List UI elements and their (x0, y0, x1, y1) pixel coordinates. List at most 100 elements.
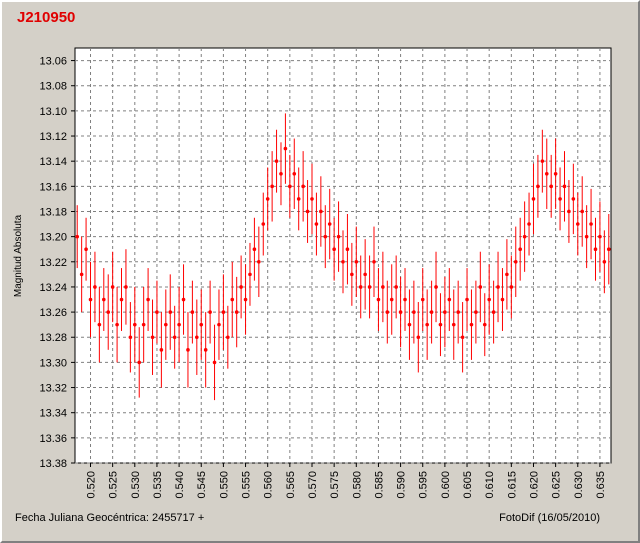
data-point (465, 297, 469, 302)
data-point (412, 310, 416, 314)
x-tick-label: 0.615 (506, 471, 518, 499)
data-point (487, 297, 491, 302)
data-point (593, 247, 598, 252)
data-point (491, 310, 496, 314)
data-point (456, 310, 460, 314)
x-tick-label: 0.610 (484, 471, 496, 499)
data-point (319, 209, 323, 214)
x-tick-label: 0.560 (263, 471, 275, 499)
data-point (172, 335, 177, 340)
data-point (265, 197, 270, 201)
data-point (212, 360, 217, 365)
data-point (527, 222, 531, 226)
data-point (385, 310, 390, 314)
data-point (84, 247, 88, 252)
data-point (159, 348, 164, 352)
data-point (345, 247, 350, 252)
y-axis-label: Magnitud Absoluta (13, 214, 24, 297)
chart-title: J210950 (17, 9, 76, 26)
data-point (93, 285, 97, 289)
data-point (584, 234, 589, 239)
data-point (177, 322, 181, 327)
data-point (407, 322, 412, 327)
data-point (314, 222, 319, 226)
data-point (341, 259, 345, 264)
y-tick-label: 13.16 (39, 181, 67, 193)
data-point (522, 234, 527, 239)
data-point (155, 310, 159, 314)
data-point (79, 272, 84, 277)
y-tick-label: 13.38 (39, 458, 67, 470)
data-point (243, 297, 248, 302)
data-point (580, 209, 585, 214)
x-tick-label: 0.550 (218, 471, 230, 499)
data-point (425, 322, 429, 327)
data-point (141, 322, 146, 327)
data-point (203, 348, 208, 352)
data-point (478, 285, 483, 289)
x-tick-label: 0.605 (462, 471, 474, 499)
data-point (168, 310, 173, 314)
data-point (575, 222, 580, 226)
data-point (119, 297, 124, 302)
x-tick-label: 0.590 (396, 471, 408, 499)
x-tick-label: 0.585 (373, 471, 385, 499)
x-tick-label: 0.635 (595, 471, 607, 499)
x-tick-label: 0.525 (108, 471, 120, 499)
data-point (283, 146, 288, 151)
data-point (429, 310, 434, 314)
data-point (367, 285, 372, 289)
data-point (589, 222, 593, 226)
y-tick-label: 13.32 (39, 383, 67, 395)
data-point (350, 272, 354, 277)
data-point (518, 247, 522, 252)
data-point (354, 259, 359, 264)
data-point (403, 297, 407, 302)
data-point (443, 310, 447, 314)
data-point (128, 335, 133, 340)
data-point (376, 297, 381, 302)
data-point (310, 197, 314, 201)
data-point (75, 234, 80, 239)
data-point (195, 335, 199, 340)
data-point (553, 171, 558, 176)
y-tick-label: 13.26 (39, 307, 67, 319)
data-point (221, 310, 226, 314)
x-axis-ticks: 0.520 0.525 0.530 0.535 0.540 0.545 0.550 0.555… (86, 463, 607, 499)
y-tick-label: 13.28 (39, 332, 67, 344)
data-point (571, 197, 576, 201)
y-tick-label: 13.08 (39, 81, 67, 93)
data-point (598, 234, 602, 239)
data-point (257, 259, 261, 264)
data-point (558, 197, 562, 201)
software-credit: FotoDif (16/05/2010) (499, 512, 600, 524)
data-point (274, 159, 279, 163)
x-tick-label: 0.600 (440, 471, 452, 499)
data-point (505, 272, 509, 277)
data-point (540, 159, 545, 163)
data-point (398, 310, 403, 314)
data-point (270, 184, 274, 189)
data-point (115, 322, 119, 327)
data-point (606, 247, 611, 252)
x-tick-label: 0.545 (196, 471, 208, 499)
data-point (389, 297, 394, 302)
x-tick-label: 0.620 (528, 471, 540, 499)
data-point (217, 322, 221, 327)
data-point (150, 335, 155, 340)
data-point (101, 297, 106, 302)
data-point (567, 209, 571, 214)
data-point (469, 322, 474, 327)
x-tick-label: 0.570 (307, 471, 319, 499)
data-point (124, 285, 128, 289)
y-tick-label: 13.18 (39, 206, 67, 218)
x-axis-label: Fecha Juliana Geocéntrica: 2455717 + (15, 512, 205, 524)
y-tick-label: 13.22 (39, 257, 67, 269)
y-tick-label: 13.20 (39, 232, 67, 244)
data-point (451, 322, 456, 327)
data-point (536, 184, 540, 189)
x-tick-label: 0.595 (418, 471, 430, 499)
data-point (292, 171, 297, 176)
data-point (106, 310, 111, 314)
